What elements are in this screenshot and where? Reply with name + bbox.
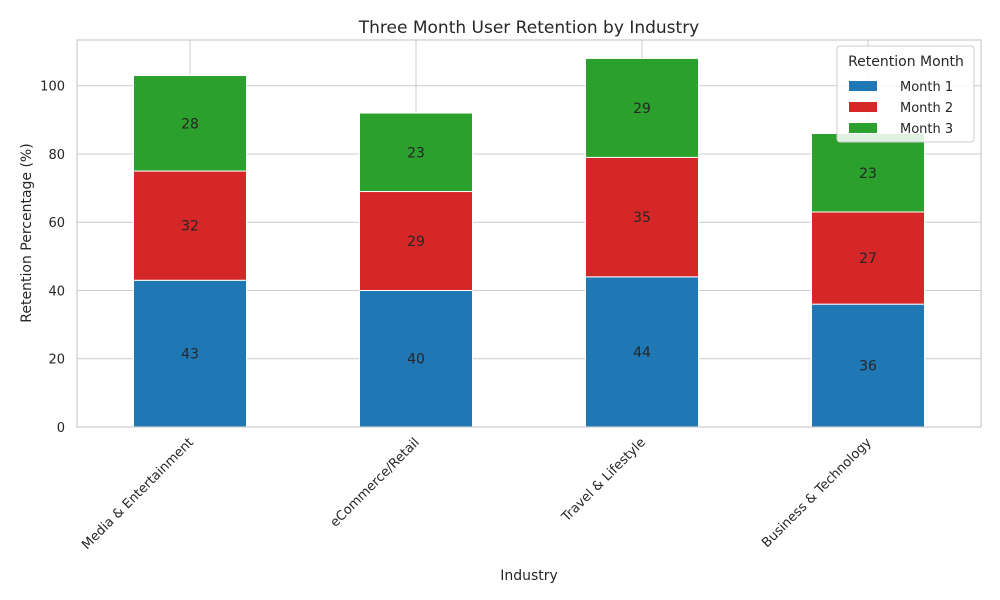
bar-value-label: 28 (181, 116, 199, 132)
y-axis-label: Retention Percentage (%) (19, 143, 35, 322)
bar-value-label: 29 (407, 234, 425, 250)
bar-segment (359, 112, 473, 193)
chart-title: Three Month User Retention by Industry (358, 18, 700, 38)
x-tick-label: Travel & Lifestyle (559, 435, 649, 525)
y-tick-label: 40 (48, 284, 65, 299)
bar-segment (585, 57, 699, 158)
bar-value-label: 40 (407, 352, 425, 368)
legend-swatch (849, 102, 877, 112)
legend-items: Month 1 Month 2 Month 3 (849, 80, 953, 137)
y-tick-label: 20 (48, 353, 65, 368)
legend: Retention Month Month 1 Month 2 Month 3 (836, 45, 975, 143)
bar-value-label: 23 (407, 145, 425, 161)
legend-entry: Month 1 (900, 80, 953, 95)
plot-frame (76, 39, 982, 428)
bar-labels: 43 40 44 36 32 29 35 27 28 23 29 23 (181, 101, 877, 375)
x-tick-label: eCommerce/Retail (328, 435, 423, 530)
bar-value-label: 32 (181, 219, 199, 235)
x-tick-label: Media & Entertainment (79, 435, 197, 553)
bar-segment (585, 156, 699, 278)
bar-value-label: 43 (181, 347, 199, 363)
y-axis-ticks: 0 20 40 60 80 100 (40, 80, 65, 436)
legend-entry: Month 3 (900, 122, 953, 137)
legend-swatch (849, 123, 877, 133)
bar-segment (811, 133, 925, 213)
y-tick-label: 0 (57, 421, 65, 436)
bar-value-label: 27 (859, 251, 877, 267)
bar-segment (133, 74, 247, 172)
x-tick-label: Business & Technology (759, 435, 875, 551)
x-axis-label: Industry (500, 568, 558, 584)
bar-segment (811, 211, 925, 305)
legend-entry: Month 2 (900, 101, 953, 116)
bar-value-label: 35 (633, 210, 651, 226)
bars (133, 57, 925, 428)
bar-segment (359, 289, 473, 428)
bar-value-label: 23 (859, 166, 877, 182)
legend-title: Retention Month (848, 54, 964, 70)
bar-value-label: 29 (633, 101, 651, 117)
y-tick-label: 80 (48, 148, 65, 163)
bar-segment (811, 303, 925, 428)
bar-value-label: 44 (633, 345, 651, 361)
bar-segment (133, 170, 247, 281)
y-tick-label: 60 (48, 216, 65, 231)
legend-swatch (849, 81, 877, 91)
legend-box (836, 45, 975, 143)
y-tick-label: 100 (40, 80, 65, 95)
x-axis-ticks: Media & Entertainment eCommerce/Retail Tra… (79, 435, 875, 553)
bar-segment (359, 191, 473, 291)
bar-value-label: 36 (859, 359, 877, 375)
